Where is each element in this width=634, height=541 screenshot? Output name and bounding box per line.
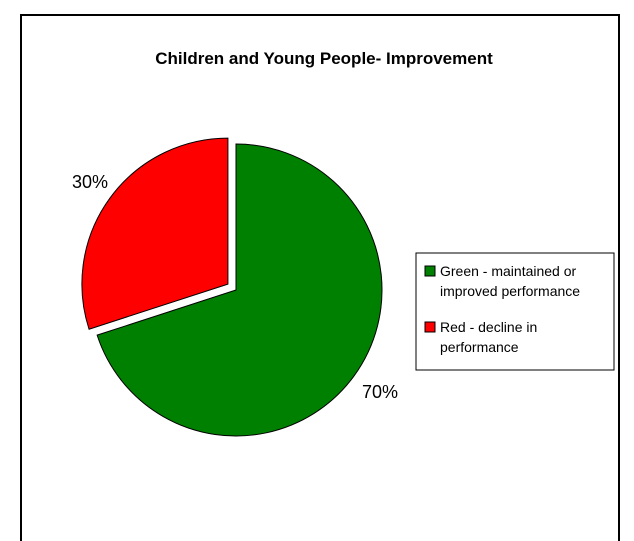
legend-label-green-line-1: Green - maintained or: [440, 263, 577, 279]
legend-label-green-line-2: improved performance: [440, 283, 580, 299]
legend-swatch-red: [424, 321, 436, 333]
legend-swatch-green: [424, 265, 436, 277]
legend: Green - maintained or improved performanc…: [415, 252, 615, 371]
pie-slice-red: [81, 137, 229, 330]
data-label-red: 30%: [72, 172, 108, 192]
pie-slice-green: [96, 143, 383, 437]
legend-box: [415, 252, 615, 371]
data-label-green: 70%: [362, 382, 398, 402]
legend-label-red-line-1: Red - decline in: [440, 319, 537, 335]
legend-label-red-line-2: performance: [440, 339, 519, 355]
data-labels: 70% 30%: [72, 172, 398, 402]
pie-slices: [81, 137, 383, 437]
chart-title: Children and Young People- Improvement: [155, 49, 493, 68]
